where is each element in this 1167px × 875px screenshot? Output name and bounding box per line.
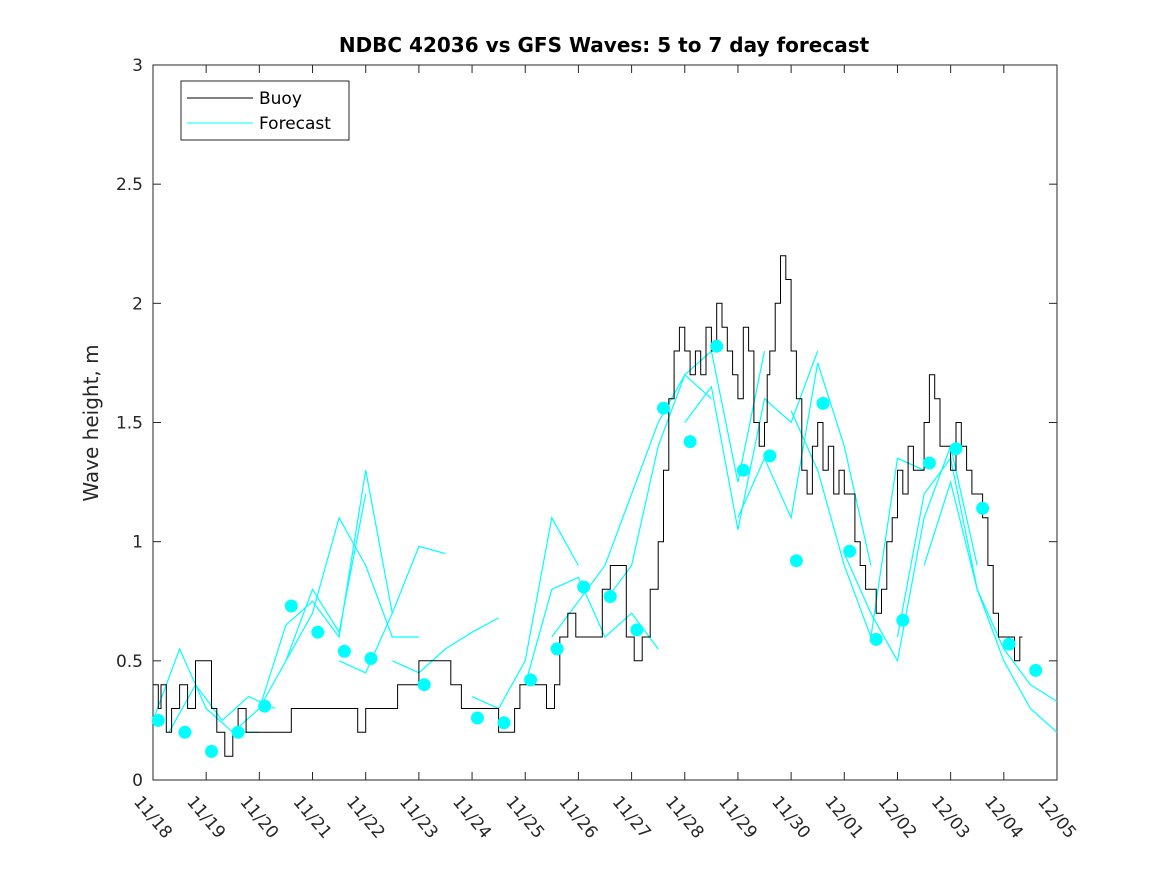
- forecast-point: [763, 449, 777, 463]
- forecast-series-line-17: [923, 479, 1058, 702]
- forecast-point: [949, 442, 963, 456]
- forecast-point: [417, 678, 431, 692]
- plot-area: [151, 64, 1058, 781]
- forecast-point: [550, 642, 564, 656]
- forecast-series-line-15: [843, 444, 978, 663]
- x-tick-label: 12/01: [820, 792, 867, 842]
- forecast-point: [337, 644, 351, 658]
- forecast-series-line-8: [471, 516, 579, 710]
- forecast-point: [683, 435, 697, 449]
- forecast-point: [577, 580, 591, 594]
- forecast-point: [869, 632, 883, 646]
- x-tick-label: 12/05: [1033, 792, 1080, 842]
- forecast-series-line-14: [790, 410, 925, 638]
- x-tick-label: 12/04: [980, 792, 1027, 842]
- buoy-series-line: [153, 255, 1023, 757]
- forecast-point: [657, 401, 670, 415]
- forecast-point: [896, 613, 910, 627]
- buoy-line: [153, 255, 1023, 757]
- forecast-point: [497, 716, 511, 730]
- x-tick-label: 11/30: [767, 792, 814, 842]
- forecast-series-line-11: [604, 349, 766, 602]
- forecast-series-line-7: [392, 617, 499, 674]
- forecast-point: [524, 673, 538, 687]
- forecast-point: [205, 744, 218, 758]
- forecast-point: [151, 713, 165, 727]
- legend-buoy-label: Buoy: [259, 89, 302, 109]
- x-tick-label: 11/23: [395, 792, 442, 842]
- forecast-point: [364, 652, 378, 665]
- x-tick-label: 11/28: [661, 792, 708, 842]
- legend: Buoy Forecast: [180, 80, 350, 141]
- forecast-point: [231, 725, 245, 739]
- forecast-point: [284, 599, 298, 613]
- forecast-point: [311, 625, 325, 639]
- forecast-point: [1002, 637, 1016, 651]
- x-tick-label: 11/18: [129, 792, 176, 842]
- x-tick-label: 11/25: [501, 792, 548, 842]
- forecast-point: [603, 590, 617, 603]
- x-tick-label: 12/02: [874, 792, 921, 842]
- forecast-series-line-6: [338, 545, 446, 674]
- y-tick-label: 1.5: [116, 414, 143, 434]
- x-tick-label: 11/24: [448, 792, 495, 842]
- forecast-series-line-4: [258, 470, 393, 709]
- y-tick-label: 2: [132, 294, 143, 314]
- y-tick-label: 0.5: [116, 652, 143, 672]
- x-tick-label: 11/27: [608, 792, 655, 842]
- x-tick-label: 11/19: [182, 792, 229, 842]
- forecast-series-line-9: [524, 576, 659, 685]
- forecast-point: [816, 396, 830, 410]
- forecast-point: [843, 544, 857, 558]
- x-tick-label: 11/29: [714, 792, 761, 842]
- forecast-series-line-2: [168, 683, 276, 733]
- y-tick-label: 3: [132, 56, 143, 76]
- forecast-point: [630, 623, 644, 637]
- x-tick-label: 11/21: [289, 792, 336, 842]
- forecast-point: [976, 501, 990, 515]
- forecast-point: [258, 699, 272, 713]
- y-tick-label: 2.5: [116, 175, 143, 195]
- y-axis-label: Wave height, m: [79, 344, 103, 501]
- axes-box: [152, 64, 1058, 781]
- forecast-lines: [152, 349, 1058, 733]
- x-tick-label: 11/26: [555, 792, 602, 842]
- forecast-point: [922, 456, 936, 470]
- chart-title: NDBC 42036 vs GFS Waves: 5 to 7 day fore…: [339, 33, 870, 57]
- legend-box: [180, 80, 350, 141]
- x-tick-label: 11/22: [342, 792, 389, 842]
- forecast-point: [1029, 663, 1043, 677]
- forecast-point: [789, 554, 803, 568]
- forecast-series-line-12: [684, 350, 819, 530]
- y-axis-ticks: 0 0.5 1 1.5 2 2.5 3: [116, 56, 1057, 791]
- forecast-point: [178, 725, 192, 739]
- forecast-point: [736, 463, 750, 477]
- x-tick-label: 12/03: [927, 792, 974, 842]
- y-tick-label: 1: [132, 533, 143, 553]
- forecast-point: [470, 711, 484, 725]
- forecast-series-line-5: [285, 516, 419, 662]
- x-tick-label: 11/20: [236, 792, 283, 842]
- legend-forecast-label: Forecast: [259, 114, 331, 134]
- forecast-points: [151, 339, 1043, 758]
- forecast-point: [710, 339, 724, 353]
- y-tick-label: 0: [132, 771, 143, 791]
